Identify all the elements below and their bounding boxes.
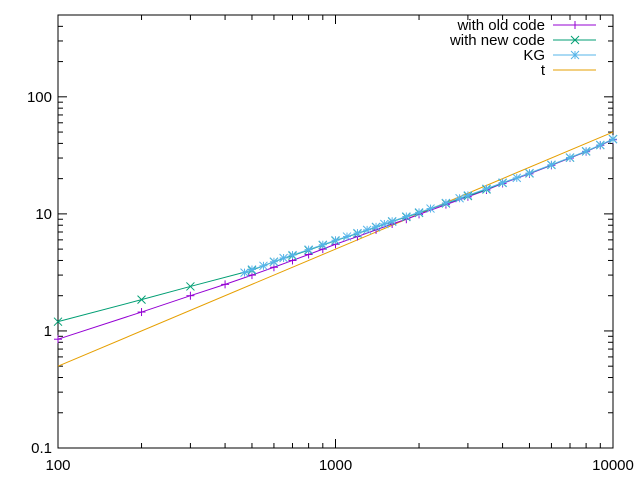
series-with-new-code [53,134,618,327]
data-point-kg [288,250,297,260]
legend-label: KG [523,47,545,64]
data-point-kg [380,219,389,229]
data-point-kg [463,190,473,200]
data-point-kg [342,232,352,241]
y-tick-label: 10 [35,206,52,223]
data-point-kg [304,245,313,254]
data-point-with-new-code [186,282,195,291]
data-point-with-old-code [54,335,62,344]
x-tick-label: 1000 [319,457,352,474]
y-tick-label: 100 [27,89,52,106]
data-point-kg [269,257,279,267]
data-point-kg [595,140,605,150]
data-point-with-old-code [186,291,195,300]
data-point-kg [581,146,591,156]
data-point-kg [240,268,249,277]
x-tick-label: 100 [45,457,70,474]
series-kg [240,134,618,277]
legend-entry-with-old-code: with old code [456,17,596,34]
series-line-kg [244,138,614,274]
legend-label: t [541,62,546,79]
series-layer [53,131,618,367]
data-point-kg [318,240,328,250]
legend-entry-kg: KG [523,47,596,64]
data-point-kg [512,173,522,183]
legend-marker [570,50,580,60]
y-tick-label: 0.1 [31,440,52,457]
data-point-kg [498,178,507,187]
legend-label: with old code [456,17,545,34]
data-point-with-new-code [137,295,146,305]
series-line-t [57,131,614,367]
y-tick-label: 1 [44,323,52,340]
series-line-with-new-code [57,138,614,323]
data-point-with-old-code [137,308,146,317]
data-point-kg [426,204,435,213]
data-point-kg [331,235,340,245]
axis-ticks: 100 1000 10000 0.1 1 10 100 [27,14,634,474]
data-point-kg [565,153,575,162]
data-point-kg [414,208,424,217]
data-point-with-new-code [53,317,63,327]
data-point-kg [247,265,257,274]
data-point-kg [353,228,362,238]
data-point-kg [279,253,288,263]
legend-marker [570,35,580,45]
data-point-kg [455,193,464,203]
legend-label: with new code [449,32,545,49]
plot-frame [57,14,614,449]
data-point-kg [608,134,618,144]
x-tick-label: 10000 [592,457,634,474]
data-point-kg [547,160,556,170]
data-point-kg [362,225,372,235]
data-point-kg [441,198,451,208]
data-point-with-old-code [221,280,230,289]
legend-marker [571,21,579,29]
legend-entry-t: t [541,62,596,79]
data-point-kg [525,168,534,178]
series-t [57,131,614,367]
data-point-kg [401,212,411,221]
data-point-kg [371,222,381,232]
data-point-kg [387,216,397,226]
data-point-kg [482,184,491,194]
legend-entry-with-new-code: with new code [449,32,596,49]
data-point-kg [259,261,268,271]
